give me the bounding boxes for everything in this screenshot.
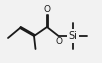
Text: O: O: [55, 37, 62, 46]
Text: Si: Si: [69, 31, 77, 41]
Text: O: O: [43, 4, 50, 13]
